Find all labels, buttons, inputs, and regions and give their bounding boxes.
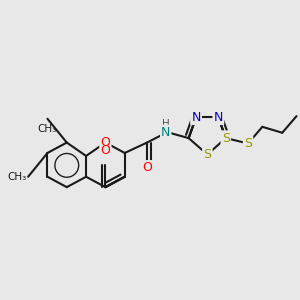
Text: N: N bbox=[191, 111, 201, 124]
Text: CH₃: CH₃ bbox=[8, 172, 27, 182]
Text: N: N bbox=[161, 126, 170, 139]
Text: S: S bbox=[222, 132, 230, 145]
Text: O: O bbox=[142, 161, 152, 174]
Text: O: O bbox=[100, 136, 110, 149]
Text: S: S bbox=[244, 137, 252, 150]
Text: H: H bbox=[162, 118, 169, 129]
Text: CH₃: CH₃ bbox=[38, 124, 57, 134]
Text: S: S bbox=[203, 148, 211, 161]
Text: O: O bbox=[100, 144, 110, 158]
Text: N: N bbox=[214, 111, 223, 124]
